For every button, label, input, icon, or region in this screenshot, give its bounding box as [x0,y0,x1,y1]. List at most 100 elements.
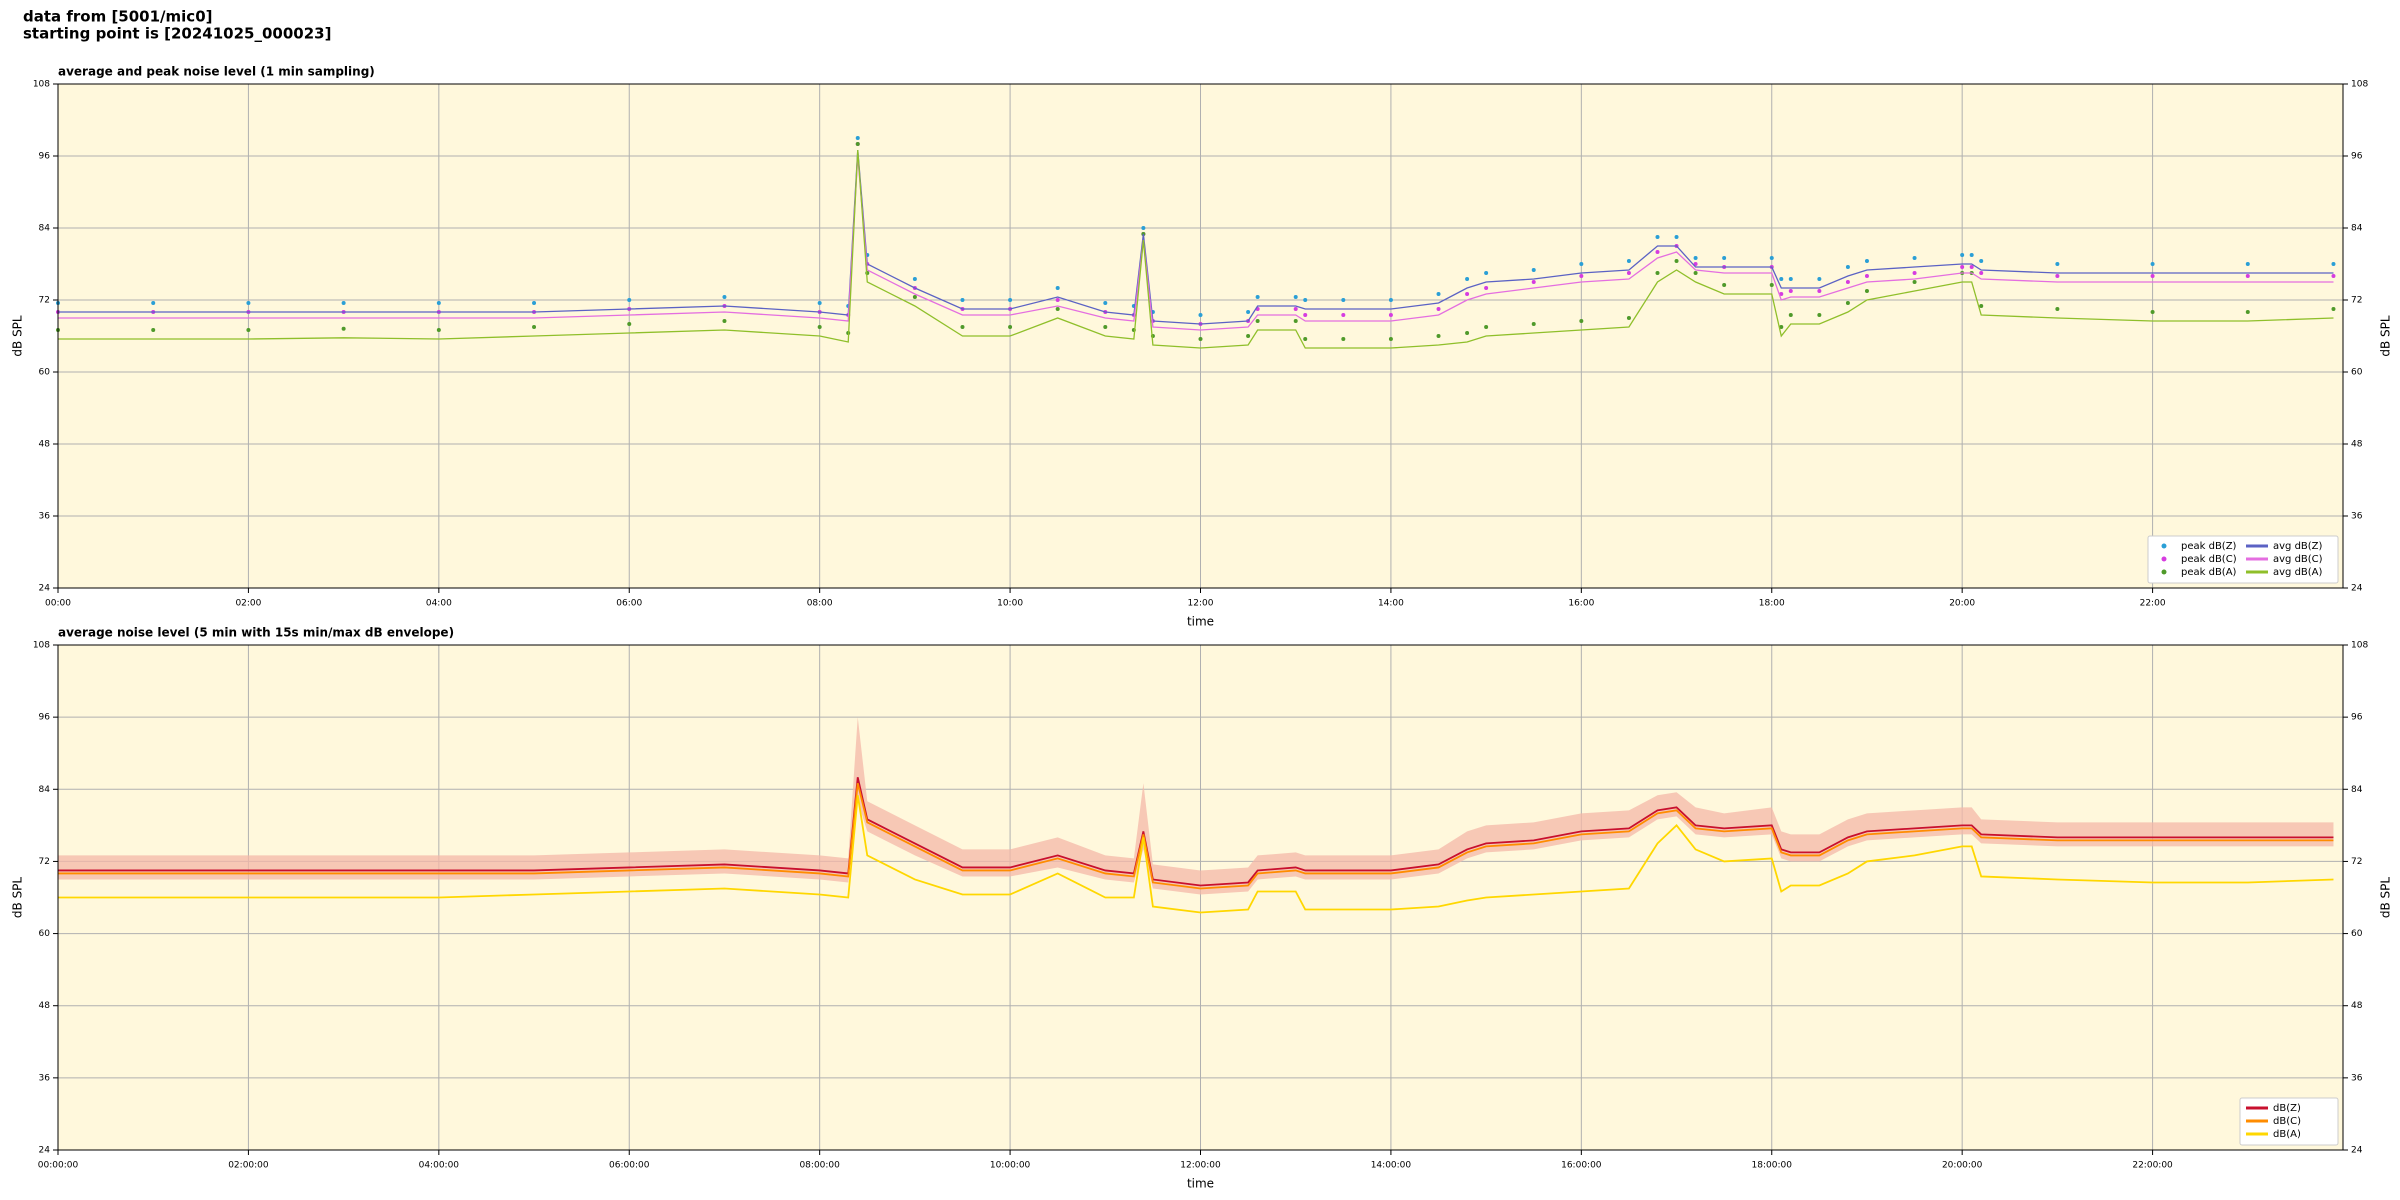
peak-dot [1436,334,1441,338]
peak-dot [1579,274,1584,278]
peak-dot [1055,298,1060,302]
x-axis-label: time [1187,615,1214,629]
peak-dot [532,325,537,329]
peak-dot [1722,283,1727,287]
y-tick-label: 84 [2351,785,2363,795]
y-tick-label: 36 [2351,512,2363,522]
peak-dot [912,295,917,299]
peak-dot [1912,256,1917,260]
peak-dot [151,328,156,332]
peak-dot [817,301,822,305]
peak-dot [1979,259,1984,263]
x-tick-label: 08:00:00 [799,1161,840,1171]
peak-dot [1008,325,1013,329]
peak-dot [2150,310,2155,314]
peak-dot [1341,313,1346,317]
legend-label: dB(Z) [2273,1103,2301,1114]
peak-dot [1969,265,1974,269]
x-tick-label: 04:00 [426,599,452,609]
peak-dot [1655,235,1660,239]
peak-dot [1579,262,1584,266]
y-tick-label: 108 [2351,641,2368,651]
peak-dot [1436,307,1441,311]
x-tick-label: 18:00:00 [1752,1161,1793,1171]
y-axis-label: dB SPL [11,315,25,357]
peak-dot [1465,331,1470,335]
peak-dot [2150,262,2155,266]
peak-dot [1246,310,1251,314]
legend-label: avg dB(C) [2273,554,2323,565]
y-tick-label: 24 [39,584,51,594]
peak-dot [436,301,441,305]
peak-dot [341,301,346,305]
peak-dot [1845,265,1850,269]
x-tick-label: 10:00:00 [990,1161,1031,1171]
peak-dot [1436,292,1441,296]
peak-dot [1465,277,1470,281]
peak-dot [1055,307,1060,311]
peak-dot [1484,286,1489,290]
peak-dot [2245,274,2250,278]
legend-swatch [2161,569,2167,575]
series-line [58,155,2334,331]
peak-dot [1303,313,1308,317]
peak-dot [1246,334,1251,338]
peak-dot [1655,250,1660,254]
peak-dot [1293,307,1298,311]
peak-dot [817,325,822,329]
peak-dot [532,301,537,305]
peak-dot [1388,313,1393,317]
peak-dot [1845,280,1850,284]
peak-dot [1979,304,1984,308]
x-tick-label: 02:00:00 [228,1161,269,1171]
peak-dot [1303,337,1308,341]
y-tick-label: 108 [2351,80,2368,90]
chart-title: average noise level (5 min with 15s min/… [58,626,454,640]
peak-dot [1788,313,1793,317]
x-tick-label: 22:00 [2140,599,2166,609]
y-tick-label: 96 [39,713,51,723]
y-tick-label: 72 [39,857,50,867]
peak-dot [1960,265,1965,269]
peak-dot [1198,337,1203,341]
x-tick-label: 00:00:00 [38,1161,79,1171]
legend-label: peak dB(A) [2181,567,2237,578]
peak-dot [1674,235,1679,239]
y-tick-label: 108 [33,80,50,90]
peak-dot [1769,283,1774,287]
peak-dot [151,301,156,305]
envelope [58,717,2334,895]
peak-dot [2331,307,2336,311]
plot-frame [57,644,2344,1151]
x-tick-label: 12:00:00 [1180,1161,1221,1171]
x-tick-label: 06:00 [616,599,642,609]
series-line [58,783,2334,890]
x-tick-label: 00:00 [45,599,71,609]
y-tick-label: 72 [2351,857,2362,867]
peak-dot [1103,325,1108,329]
peak-dot [855,142,860,146]
y-tick-label: 96 [2351,713,2363,723]
legend-label: avg dB(Z) [2273,541,2323,552]
chart-title: average and peak noise level (1 min samp… [58,65,375,79]
peak-dot [722,295,727,299]
series-line [58,795,2334,914]
peak-dot [1255,319,1260,323]
y-tick-label: 36 [39,512,51,522]
y-tick-label: 60 [2351,368,2363,378]
x-tick-label: 06:00:00 [609,1161,650,1171]
peak-dot [1141,226,1146,230]
y-tick-label: 48 [2351,1001,2363,1011]
peak-dot [2055,274,2060,278]
legend-label: peak dB(Z) [2181,541,2237,552]
peak-dot [2331,274,2336,278]
legend-label: dB(C) [2273,1116,2301,1127]
peak-dot [1769,256,1774,260]
peak-dot [2331,262,2336,266]
x-tick-label: 04:00:00 [419,1161,460,1171]
peak-dot [1465,292,1470,296]
plot-frame [57,83,2344,589]
peak-dot [1817,313,1822,317]
y-tick-label: 48 [39,440,51,450]
